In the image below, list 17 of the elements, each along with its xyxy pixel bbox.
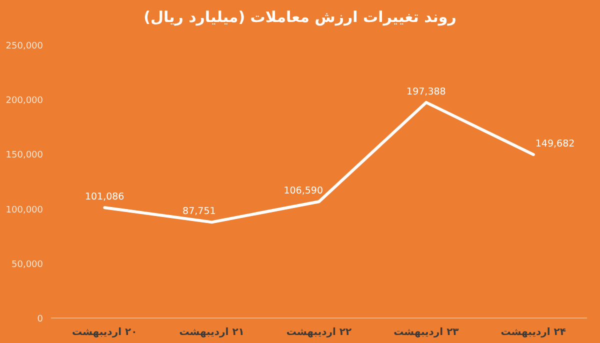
value-label: 197,388: [406, 86, 446, 98]
y-tick-label: 0: [37, 314, 44, 324]
x-tick-label: ۲۱ اردیبهشت: [179, 327, 244, 338]
value-label: 106,590: [284, 186, 323, 197]
value-label: 87,751: [182, 206, 216, 218]
x-tick-label: ۲۰ اردیبهشت: [72, 327, 138, 338]
y-tick-label: 200,000: [6, 96, 44, 106]
value-label: 149,682: [535, 138, 575, 150]
y-tick-label: 150,000: [6, 150, 44, 161]
y-tick-label: 100,000: [6, 205, 44, 216]
x-tick-label: ۲۲ اردیبهشت: [286, 327, 352, 338]
y-tick-label: 50,000: [12, 260, 44, 270]
title: روند تغییرات ارزش معاملات (میلیارد ریال): [144, 8, 456, 26]
y-tick-label: 250,000: [6, 42, 44, 52]
x-tick-label: ۲۴ اردیبهشت: [500, 327, 566, 338]
value-label: 101,086: [84, 192, 124, 203]
x-tick-label: ۲۳ اردیبهشت: [394, 327, 459, 338]
